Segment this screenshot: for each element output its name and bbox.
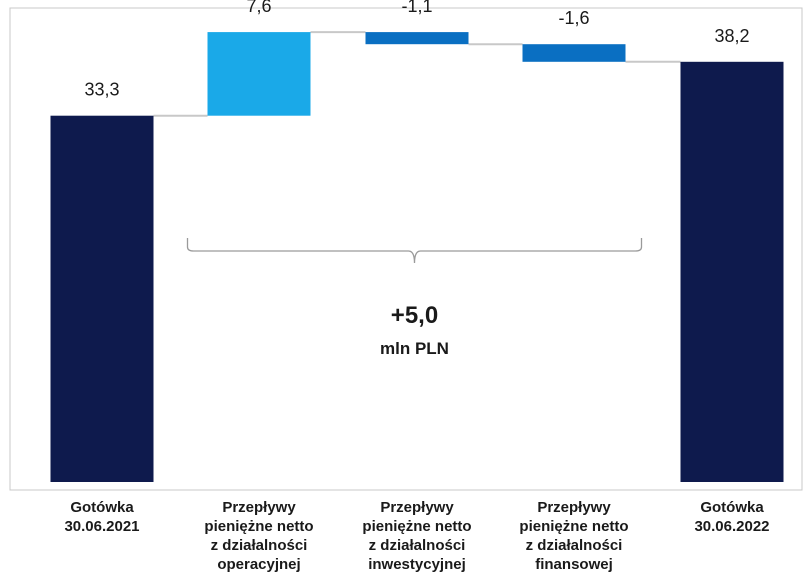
value-label-0: 33,3 — [84, 80, 119, 100]
category-label-4: Gotówka 30.06.2022 — [694, 499, 769, 535]
bars — [50, 32, 784, 483]
category-label-line: Gotówka — [70, 499, 134, 516]
category-label-line: pieniężne netto — [204, 518, 313, 535]
connectors — [153, 31, 681, 117]
category-label-line: z działalności — [526, 537, 623, 554]
bar-4 — [680, 61, 784, 483]
category-label-line: z działalności — [369, 537, 466, 554]
bracket-path — [186, 238, 643, 264]
bar-1 — [207, 32, 311, 116]
bar-2 — [365, 32, 469, 45]
category-label-line: Przepływy — [380, 499, 454, 516]
bar-0 — [50, 115, 154, 482]
category-labels: Gotówka 30.06.2021 Przepływy pieniężne nett… — [64, 499, 769, 573]
value-label-1: 7,6 — [246, 0, 271, 16]
value-label-4: 38,2 — [714, 26, 749, 46]
category-label-line: 30.06.2022 — [694, 518, 769, 535]
category-label-2: Przepływy pieniężne netto z działalności in… — [362, 499, 471, 573]
value-label-3: -1,6 — [558, 8, 589, 28]
category-label-3: Przepływy pieniężne netto z działalności fi… — [519, 499, 628, 573]
category-label-line: operacyjnej — [217, 556, 300, 573]
net-change-bracket — [186, 238, 643, 264]
category-label-0: Gotówka 30.06.2021 — [64, 499, 139, 535]
value-label-2: -1,1 — [401, 0, 432, 16]
category-label-line: Gotówka — [700, 499, 764, 516]
category-label-line: finansowej — [535, 556, 613, 573]
net-change-value: +5,0 — [391, 302, 438, 329]
category-label-line: Przepływy — [537, 499, 611, 516]
net-change-unit: mln PLN — [380, 339, 449, 358]
category-label-line: inwestycyjnej — [368, 556, 466, 573]
bar-3 — [522, 44, 626, 62]
category-label-1: Przepływy pieniężne netto z działalności op… — [204, 499, 313, 573]
category-label-line: pieniężne netto — [362, 518, 471, 535]
category-label-line: Przepływy — [222, 499, 296, 516]
plot-frame — [9, 7, 803, 491]
category-label-line: pieniężne netto — [519, 518, 628, 535]
category-label-line: z działalności — [211, 537, 308, 554]
value-labels: 33,3 7,6 -1,1 -1,6 38,2 — [84, 0, 749, 100]
category-label-line: 30.06.2021 — [64, 518, 139, 535]
